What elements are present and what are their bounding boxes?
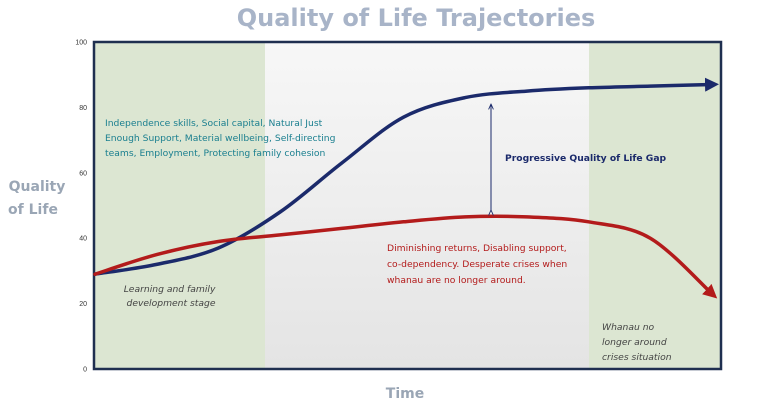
- blue-annotation-line: teams, Employment, Protecting family coh…: [105, 148, 326, 159]
- y-tick-label: 100: [75, 40, 87, 47]
- gap-label: Progressive Quality of Life Gap: [505, 153, 667, 164]
- red-annotation-line: whanau are no longer around.: [387, 275, 526, 286]
- plot-frame: [92, 40, 723, 371]
- left-stage-line: development stage: [126, 298, 215, 309]
- y-axis-title-line1: Quality: [9, 179, 66, 195]
- red-annotation-line: co-dependency. Desperate crises when: [387, 259, 567, 270]
- right-stage-line: crises situation: [602, 352, 672, 363]
- y-tick-label: 60: [79, 170, 87, 177]
- left-stage-band: [94, 42, 265, 369]
- red-annotation: Diminishing returns, Disabling support, …: [387, 243, 570, 286]
- y-axis-title-line2: of Life: [8, 202, 58, 218]
- y-tick-label: 0: [83, 367, 87, 374]
- series-line-dependency: [93, 214, 718, 299]
- plot-area: [92, 40, 723, 371]
- blue-annotation-line: Enough Support, Material wellbeing, Self…: [105, 133, 335, 144]
- y-axis-ticks: 0 20 40 60 80 100: [75, 40, 87, 374]
- y-tick-label: 40: [79, 236, 87, 243]
- left-stage-line: Learning and family: [124, 284, 216, 295]
- blue-annotation-line: Independence skills, Social capital, Nat…: [105, 118, 323, 129]
- blue-annotation: Independence skills, Social capital, Nat…: [105, 118, 338, 159]
- right-stage-line: Whanau no: [602, 322, 655, 333]
- chart-title: Quality of Life Trajectories: [237, 4, 596, 32]
- left-stage-label: Learning and family development stage: [124, 284, 219, 309]
- series-line-independence: [93, 77, 719, 276]
- y-tick-label: 20: [79, 301, 87, 308]
- right-stage-band: [589, 42, 721, 369]
- right-stage-label: Whanau no longer around crises situation: [602, 322, 672, 363]
- red-annotation-line: Diminishing returns, Disabling support,: [387, 243, 567, 254]
- right-stage-line: longer around: [602, 337, 667, 348]
- y-tick-label: 80: [79, 105, 87, 112]
- x-axis-title: Time: [386, 386, 424, 402]
